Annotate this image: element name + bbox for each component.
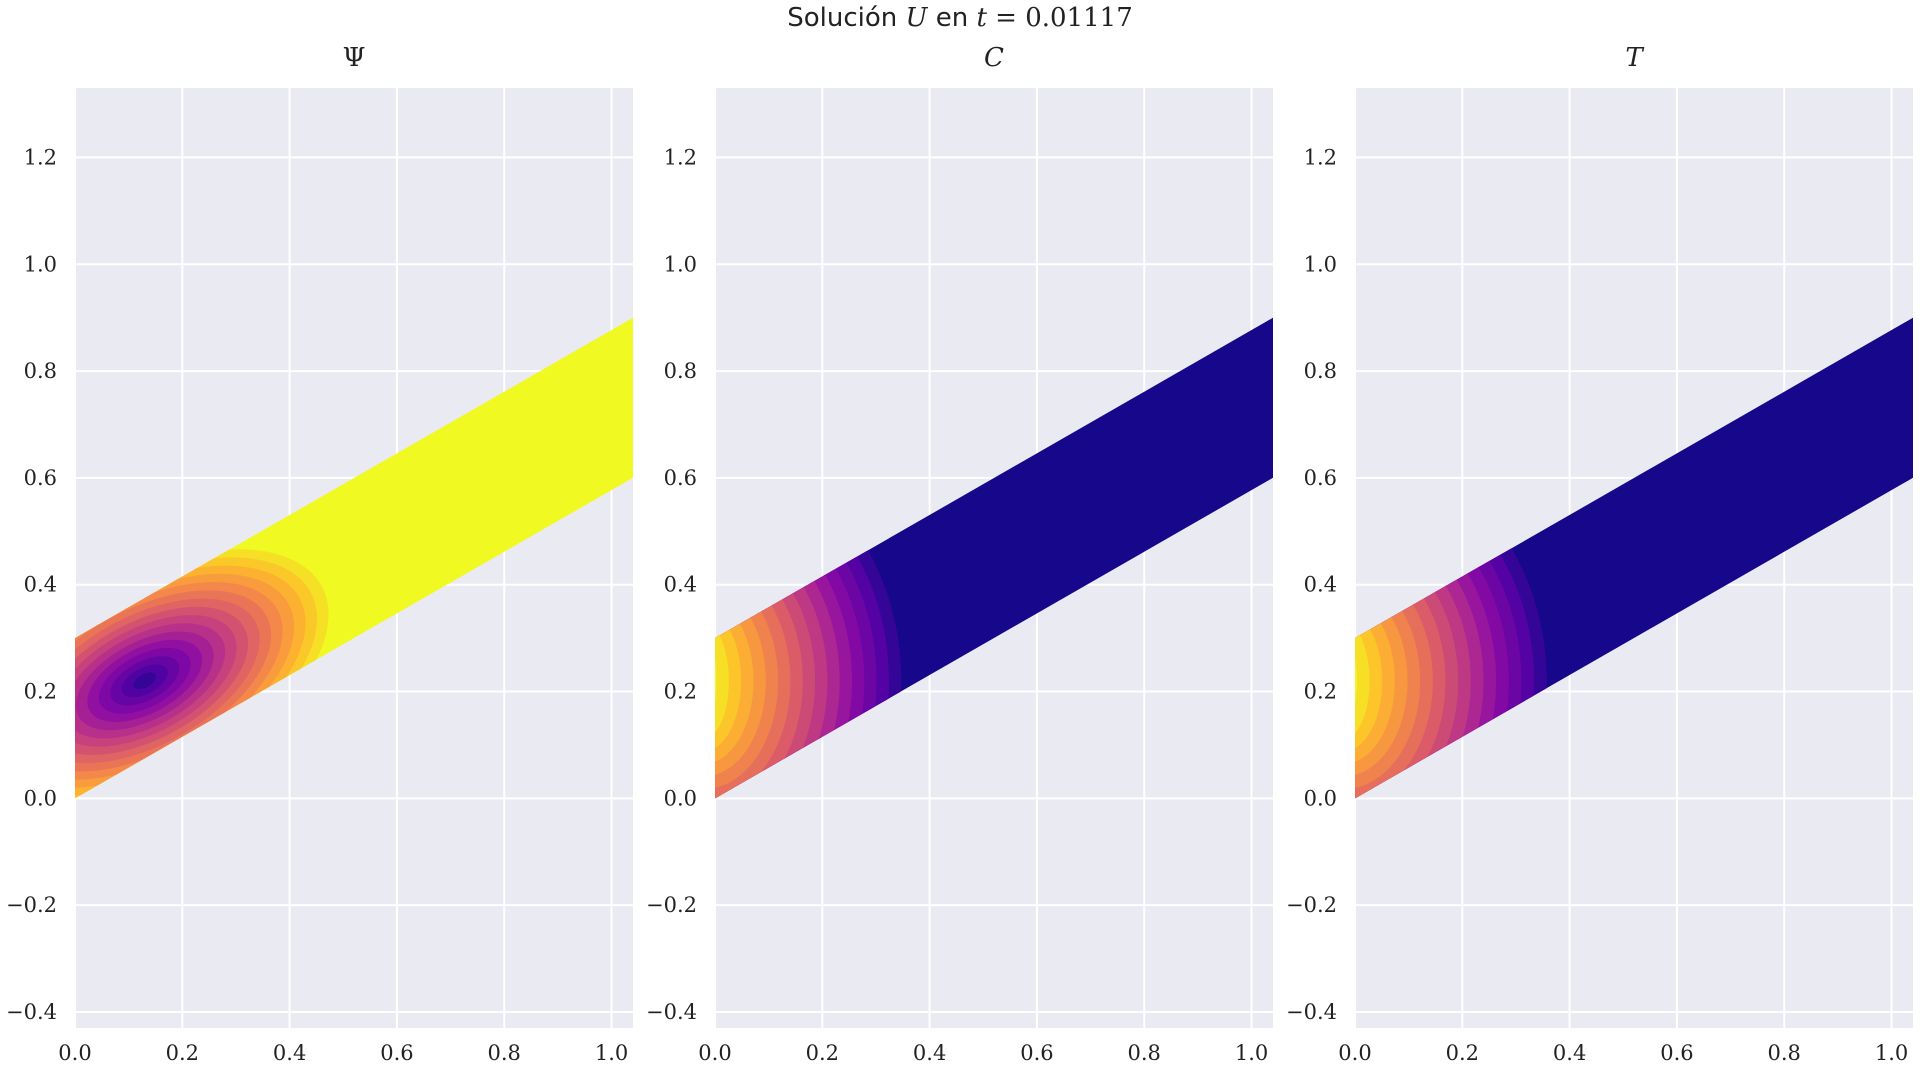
y-tick-label: −0.2: [1286, 893, 1337, 917]
title-pre: Solución: [787, 3, 905, 33]
x-tick-label: 0.2: [1446, 1041, 1479, 1065]
x-tick-label: 0.6: [1660, 1041, 1693, 1065]
y-tick-label: 0.0: [1304, 786, 1337, 810]
x-tick-label: 0.4: [273, 1041, 306, 1065]
panels: Ψ 0.0 0.2 0.4 0.6 0.8 1.0 −0.4 −0.2 0.0 0.2 0.4 0.6 0…: [6, 43, 1913, 1065]
y-tick-label: −0.2: [646, 893, 697, 917]
contour-level: [133, 672, 157, 690]
panel-title: C: [984, 43, 1004, 73]
contour-level: [715, 623, 729, 739]
x-tick-label: 0.4: [1553, 1041, 1586, 1065]
y-tick-label: 0.6: [24, 466, 57, 490]
y-tick-label: 0.2: [664, 680, 697, 704]
y-tick-label: 0.0: [664, 786, 697, 810]
title-tvar: t: [976, 3, 987, 33]
contour-field: [75, 317, 633, 799]
y-tick-label: −0.4: [6, 1000, 57, 1024]
figure-title: Solución U en t = 0.01117: [787, 3, 1133, 33]
x-tick-label: 0.2: [806, 1041, 839, 1065]
y-tick-label: 0.2: [24, 680, 57, 704]
y-tick-label: −0.2: [6, 893, 57, 917]
title-mid: en: [927, 3, 976, 33]
x-tick-label: 1.0: [1235, 1041, 1268, 1065]
y-tick-label: 1.0: [24, 252, 57, 276]
y-tick-label: 1.2: [1304, 145, 1337, 169]
panel-title: Ψ: [343, 43, 366, 73]
x-tick-label: 0.6: [1020, 1041, 1053, 1065]
y-tick-label: −0.4: [646, 1000, 697, 1024]
y-tick-label: 1.2: [24, 145, 57, 169]
panel-1: C 0.0 0.2 0.4 0.6 0.8 1.0 −0.4 −0.2 0.0 0.2 0.4 0.6 0…: [646, 43, 1273, 1065]
x-tick-label: 1.0: [1875, 1041, 1908, 1065]
panel-title: T: [1625, 43, 1644, 73]
x-tick-label: 0.8: [488, 1041, 521, 1065]
y-tick-label: 0.4: [664, 573, 697, 597]
x-tick-label: 1.0: [595, 1041, 628, 1065]
x-tick-label: 0.0: [698, 1041, 731, 1065]
x-tick-label: 0.4: [913, 1041, 946, 1065]
x-tick-label: 0.8: [1768, 1041, 1801, 1065]
y-tick-label: 0.4: [1304, 573, 1337, 597]
title-eq: = 0.01117: [987, 3, 1133, 33]
y-tick-label: 1.0: [1304, 252, 1337, 276]
x-tick-label: 0.0: [1338, 1041, 1371, 1065]
contour-level: [1355, 623, 1370, 739]
x-tick-label: 0.6: [380, 1041, 413, 1065]
y-tick-label: 0.8: [24, 359, 57, 383]
y-tick-label: 0.8: [664, 359, 697, 383]
panel-0: Ψ 0.0 0.2 0.4 0.6 0.8 1.0 −0.4 −0.2 0.0 0.2 0.4 0.6 0…: [6, 43, 633, 1065]
y-tick-label: 0.4: [24, 573, 57, 597]
x-tick-label: 0.8: [1128, 1041, 1161, 1065]
y-tick-label: 0.8: [1304, 359, 1337, 383]
y-tick-label: −0.4: [1286, 1000, 1337, 1024]
x-tick-label: 0.2: [166, 1041, 199, 1065]
y-tick-label: 0.6: [664, 466, 697, 490]
y-tick-label: 1.0: [664, 252, 697, 276]
y-tick-label: 0.0: [24, 786, 57, 810]
y-tick-label: 0.6: [1304, 466, 1337, 490]
y-tick-label: 1.2: [664, 145, 697, 169]
x-tick-label: 0.0: [58, 1041, 91, 1065]
y-tick-label: 0.2: [1304, 680, 1337, 704]
title-var: U: [906, 3, 929, 33]
panel-2: T 0.0 0.2 0.4 0.6 0.8 1.0 −0.4 −0.2 0.0 0.2 0.4 0.6 0…: [1286, 43, 1913, 1065]
